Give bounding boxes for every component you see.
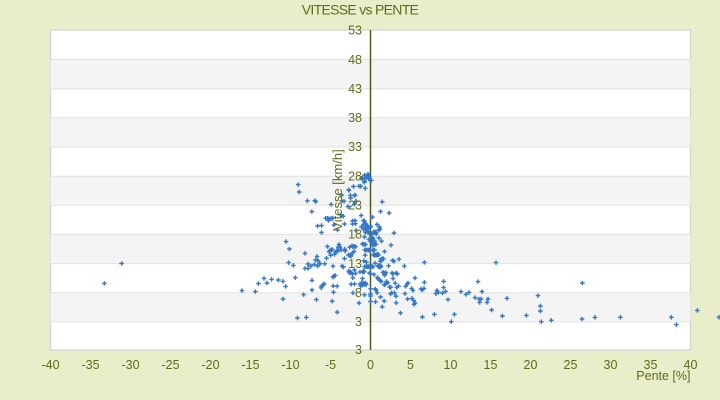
svg-text:43: 43 (348, 82, 362, 96)
svg-text:3: 3 (355, 315, 362, 329)
svg-text:18: 18 (348, 228, 362, 242)
svg-text:20: 20 (524, 358, 538, 372)
svg-text:38: 38 (348, 111, 362, 125)
svg-text:25: 25 (564, 358, 578, 372)
svg-text:0: 0 (367, 358, 374, 372)
svg-text:3: 3 (355, 343, 362, 357)
svg-text:40: 40 (684, 358, 698, 372)
svg-text:-10: -10 (281, 358, 299, 372)
svg-text:-20: -20 (201, 358, 219, 372)
svg-text:23: 23 (348, 199, 362, 213)
svg-text:Vitesse [km/h]: Vitesse [km/h] (330, 149, 345, 230)
svg-text:-25: -25 (161, 358, 179, 372)
svg-text:15: 15 (484, 358, 498, 372)
svg-text:-30: -30 (121, 358, 139, 372)
svg-text:-35: -35 (81, 358, 99, 372)
svg-text:13: 13 (348, 257, 362, 271)
svg-text:35: 35 (644, 358, 658, 372)
svg-text:-5: -5 (325, 358, 336, 372)
svg-text:53: 53 (348, 24, 362, 38)
svg-text:48: 48 (348, 53, 362, 67)
svg-text:-40: -40 (41, 358, 59, 372)
svg-text:8: 8 (355, 286, 362, 300)
svg-text:-15: -15 (241, 358, 259, 372)
svg-text:10: 10 (444, 358, 458, 372)
svg-text:33: 33 (348, 140, 362, 154)
svg-text:Pente [%]: Pente [%] (636, 369, 690, 383)
svg-text:5: 5 (407, 358, 414, 372)
svg-text:28: 28 (348, 169, 362, 183)
svg-text:30: 30 (604, 358, 618, 372)
svg-text:VITESSE vs PENTE: VITESSE vs PENTE (302, 2, 419, 18)
